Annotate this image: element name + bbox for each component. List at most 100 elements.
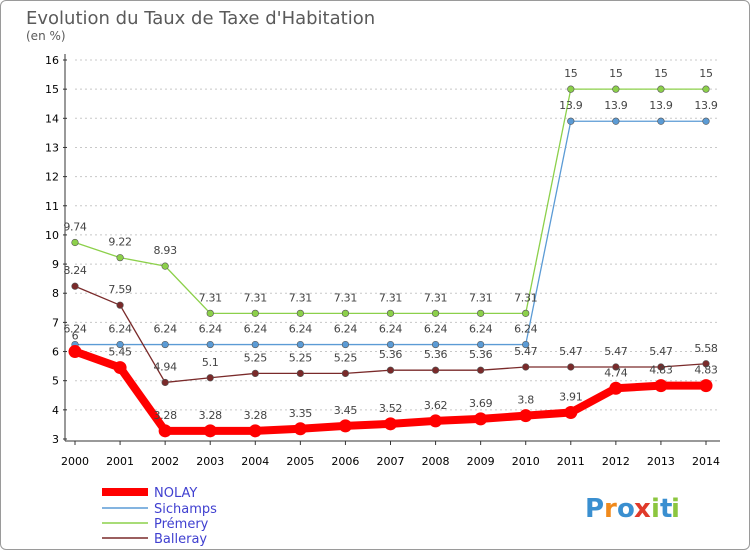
data-label: 6.24 <box>199 323 223 336</box>
data-point <box>251 340 259 349</box>
data-point <box>251 309 259 317</box>
x-tick-label: 2012 <box>602 455 630 468</box>
y-tick-label: 9 <box>52 258 59 271</box>
data-label: 6.24 <box>63 323 87 336</box>
data-label: 3.52 <box>379 402 402 415</box>
x-tick-label: 2008 <box>422 455 450 468</box>
data-label: 7.31 <box>469 291 492 304</box>
data-point <box>341 340 350 349</box>
x-tick-label: 2013 <box>647 455 675 468</box>
x-tick-label: 2011 <box>557 455 585 468</box>
data-point <box>203 424 217 438</box>
y-tick-label: 14 <box>45 112 59 125</box>
data-point <box>296 369 304 378</box>
data-label: 5.47 <box>604 345 628 358</box>
legend-label: Balleray <box>154 532 207 547</box>
data-point <box>71 238 79 247</box>
y-tick-label: 13 <box>45 141 59 154</box>
y-tick-label: 15 <box>45 83 59 96</box>
data-point <box>431 366 440 374</box>
data-label: 6.24 <box>514 323 538 336</box>
data-label: 15 <box>564 67 578 80</box>
y-tick-label: 16 <box>45 54 59 67</box>
data-label: 3.69 <box>469 397 493 410</box>
legend-label: NOLAY <box>154 486 197 501</box>
data-point <box>477 309 485 317</box>
data-label: 5.47 <box>649 345 673 358</box>
data-point <box>386 309 395 317</box>
data-point <box>206 374 214 382</box>
chart-subtitle: (en %) <box>26 29 66 43</box>
y-tick-label: 5 <box>52 375 59 388</box>
data-label: 5.45 <box>108 346 132 359</box>
y-tick-label: 4 <box>52 404 59 417</box>
data-label: 7.31 <box>514 291 537 304</box>
y-tick-label: 3 <box>52 433 59 446</box>
data-label: 9.74 <box>63 221 87 234</box>
data-label: 6.24 <box>379 323 403 336</box>
data-label: 6.24 <box>334 323 358 336</box>
data-point <box>116 340 124 349</box>
x-tick-label: 2010 <box>512 455 540 468</box>
chart-title: Evolution du Taux de Taxe d'Habitation <box>26 8 375 29</box>
data-label: 6 <box>72 330 79 343</box>
data-label: 7.59 <box>108 283 132 296</box>
data-label: 7.31 <box>244 291 267 304</box>
data-point <box>654 379 668 393</box>
data-label: 5.1 <box>202 356 219 369</box>
data-point <box>477 366 485 374</box>
data-label: 5.47 <box>514 345 538 358</box>
data-point <box>341 369 350 378</box>
data-label: 5.36 <box>424 348 448 361</box>
data-label: 3.35 <box>289 407 313 420</box>
data-point <box>161 262 169 270</box>
data-label: 7.31 <box>334 291 357 304</box>
data-point <box>657 363 665 371</box>
data-label: 6.24 <box>424 323 448 336</box>
data-point <box>567 117 575 125</box>
logo-letter: i <box>651 494 660 524</box>
data-point <box>431 309 440 317</box>
data-point <box>338 419 352 433</box>
x-tick-label: 2007 <box>377 455 405 468</box>
logo-letter: r <box>604 494 617 524</box>
data-label: 6.24 <box>108 323 132 336</box>
data-point <box>612 117 620 125</box>
data-point <box>384 417 397 431</box>
data-label: 6.24 <box>153 323 177 336</box>
data-label: 7.31 <box>289 291 312 304</box>
data-point <box>161 378 169 387</box>
data-label: 3.62 <box>424 399 447 412</box>
data-point <box>657 117 665 125</box>
data-point <box>116 301 124 309</box>
data-label: 5.25 <box>289 351 313 364</box>
data-label: 8.93 <box>153 244 177 257</box>
data-point <box>161 340 169 349</box>
data-point <box>386 366 395 374</box>
data-label: 3.28 <box>244 409 268 422</box>
x-tick-label: 2003 <box>196 455 224 468</box>
logo-letter: P <box>585 494 604 524</box>
data-point <box>567 85 575 93</box>
data-label: 4.83 <box>694 364 718 377</box>
legend-label: Sichamps <box>154 502 217 517</box>
data-label: 7.31 <box>199 291 222 304</box>
x-tick-label: 2001 <box>106 455 134 468</box>
data-label: 3.91 <box>559 390 582 403</box>
legend-label: Prémery <box>154 517 209 532</box>
data-point <box>612 85 620 93</box>
data-point <box>702 117 710 125</box>
data-point <box>564 405 578 419</box>
data-point <box>657 85 665 93</box>
data-label: 15 <box>654 67 668 80</box>
data-point <box>474 412 488 426</box>
data-point <box>431 340 440 349</box>
data-label: 6.24 <box>289 323 313 336</box>
y-tick-label: 10 <box>45 229 59 242</box>
data-point <box>296 340 304 349</box>
data-label: 5.47 <box>559 345 583 358</box>
